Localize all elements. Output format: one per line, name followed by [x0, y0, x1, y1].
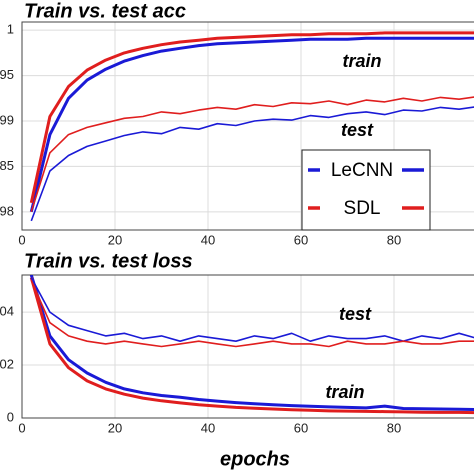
annotation: test: [339, 304, 372, 324]
x-tick-label: 20: [108, 420, 122, 435]
y-tick-label: 02: [0, 356, 14, 371]
chart-title: Train vs. test loss: [24, 250, 193, 272]
series-line: [29, 36, 474, 213]
plot-frame: [21, 274, 474, 419]
plot-frame: [21, 21, 474, 231]
y-tick-label: 1: [7, 22, 14, 37]
plot-lines: [29, 275, 474, 415]
y-tick-label: 85: [0, 158, 14, 173]
series-line: [29, 277, 474, 415]
x-axis-label: epochs: [220, 448, 290, 470]
series-line: [30, 96, 474, 213]
x-tick-label: 80: [387, 232, 401, 247]
y-tick-label: 0: [7, 409, 14, 424]
x-tick-label: 40: [201, 420, 215, 435]
legend-label: SDL: [344, 198, 381, 219]
chart-title: Train vs. test acc: [24, 0, 186, 22]
x-tick-label: 40: [201, 232, 215, 247]
series-line: [30, 106, 474, 222]
x-tick-label: 0: [18, 420, 25, 435]
y-tick-label: 95: [0, 67, 14, 82]
y-tick-label: 99: [0, 112, 14, 127]
x-tick-label: 0: [18, 232, 25, 247]
legend-label-bg: [320, 159, 402, 181]
legend-label-bg: [320, 197, 402, 219]
x-tick-label: 60: [294, 232, 308, 247]
series-line: [29, 31, 474, 204]
x-tick-label: 60: [294, 420, 308, 435]
series-line: [30, 279, 474, 348]
y-tick-label: 04: [0, 304, 14, 319]
annotation: train: [342, 51, 381, 71]
x-tick-label: 80: [387, 420, 401, 435]
annotation: test: [341, 120, 374, 140]
legend-label: LeCNN: [331, 160, 393, 181]
x-tick-label: 20: [108, 232, 122, 247]
series-line: [29, 275, 474, 411]
plot-lines: [29, 31, 474, 222]
annotation: train: [325, 382, 364, 402]
y-tick-label: 98: [0, 203, 14, 218]
series-line: [30, 277, 474, 342]
